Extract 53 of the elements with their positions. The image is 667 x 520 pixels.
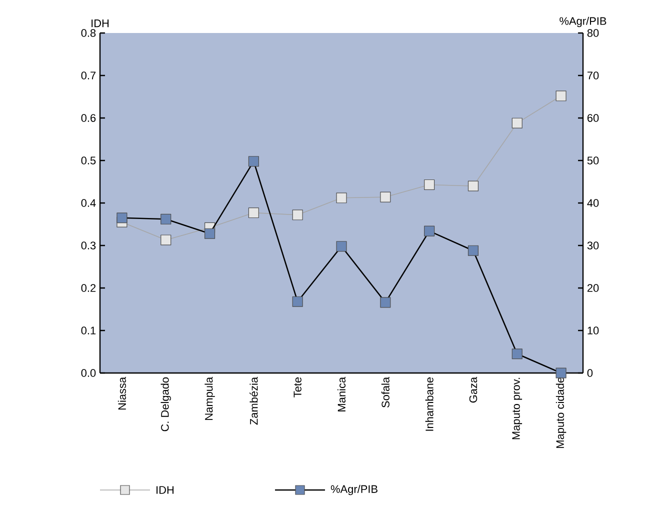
y-tick-label: 0.3 <box>81 242 96 250</box>
point <box>424 226 435 236</box>
y-axis-title: IDH <box>92 20 109 28</box>
y-tick-label: 0.1 <box>81 326 96 334</box>
y2-tick-label: 0 <box>587 369 593 377</box>
point <box>292 210 303 220</box>
point <box>380 192 391 202</box>
y2-tick-label: 60 <box>587 114 599 122</box>
point <box>380 297 391 308</box>
x-tick-label: Niassa <box>118 376 126 410</box>
y-tick-label: 0.2 <box>81 284 96 292</box>
x-tick-label: Maputo cidade <box>556 377 566 448</box>
point <box>160 214 172 224</box>
x-tick-label: Maputo prov. <box>512 378 522 440</box>
x-tick-label: Gaza <box>469 376 478 403</box>
point <box>468 245 479 256</box>
x-tick-label: Manica <box>337 376 346 412</box>
y2-tick-label: 80 <box>587 29 599 37</box>
x-tick-label: Sofala <box>381 376 390 408</box>
point <box>116 212 128 224</box>
y-tick-label: 0.5 <box>81 156 96 164</box>
x-tick-label: Zambézia <box>250 376 258 425</box>
x-tick-label: Nampula <box>204 376 215 420</box>
y-tick-label: 0.0 <box>81 369 96 377</box>
y2-tick-label: 50 <box>587 156 599 164</box>
point <box>556 368 566 378</box>
y2-tick-label: 30 <box>587 242 599 250</box>
point <box>336 192 347 204</box>
point <box>556 90 566 102</box>
x-tick-label: C. Delgado <box>160 377 171 432</box>
y2-tick-label: 20 <box>587 284 599 292</box>
point <box>248 207 259 218</box>
point <box>160 234 172 246</box>
y-tick-label: 0.4 <box>81 199 96 207</box>
point <box>512 118 522 128</box>
point <box>248 156 259 167</box>
x-tick-label: Inhambane <box>425 377 434 431</box>
point <box>292 296 303 307</box>
legend-label: %Agr/PIB <box>330 484 378 496</box>
y2-tick-label: 40 <box>587 199 599 207</box>
point <box>512 348 522 360</box>
point <box>204 228 216 239</box>
x-tick-label: Tete <box>294 377 302 398</box>
y2-tick-label: 70 <box>587 72 599 80</box>
point <box>336 241 347 252</box>
y-tick-label: 0.6 <box>81 114 96 122</box>
point <box>468 180 479 192</box>
point <box>424 179 435 190</box>
y-tick-label: 0.7 <box>81 72 96 80</box>
y-tick-label: 0.8 <box>81 29 96 37</box>
legend-label: IDH <box>156 486 174 494</box>
y2-axis-title: %Agr/PIB <box>560 16 606 28</box>
y2-tick-label: 10 <box>588 326 599 334</box>
